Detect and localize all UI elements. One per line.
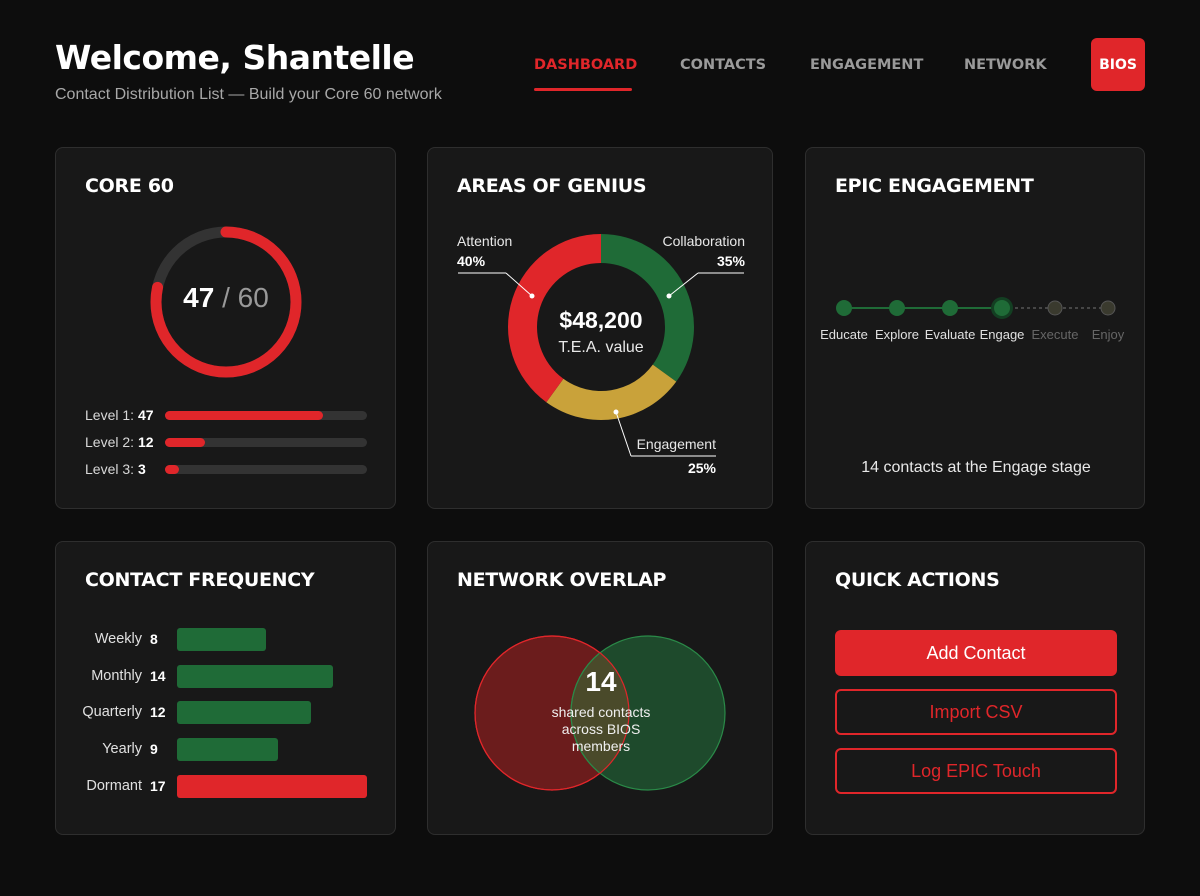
frequency-card: CONTACT FREQUENCY Weekly 8 Monthly 14 Quarte… — [55, 541, 396, 835]
epic-stage-track — [836, 297, 1116, 319]
core60-total: 60 — [237, 282, 269, 313]
attention-leader — [505, 272, 533, 297]
freq-label-monthly: Monthly — [91, 667, 142, 684]
freq-bar-monthly — [177, 664, 334, 688]
level-3-track — [165, 465, 367, 474]
epic-stage-dots — [836, 297, 1116, 319]
core60-card: CORE 60 47 / 60 Level 1: 47 Level 2: 12 … — [55, 147, 396, 509]
engage-leader-dot — [613, 409, 619, 415]
stage-label-explore: Explore — [874, 327, 920, 342]
epic-card: EPIC ENGAGEMENT Educate Explore Evaluate… — [805, 147, 1145, 509]
level-1-track — [165, 411, 367, 420]
bios-button[interactable]: BIOS — [1091, 38, 1145, 91]
page-subtitle: Contact Distribution List — Build your C… — [55, 86, 442, 103]
freq-value-weekly: 8 — [150, 631, 158, 647]
nav-engagement[interactable]: ENGAGEMENT — [810, 57, 924, 73]
stage-label-educate: Educate — [820, 327, 868, 342]
nav-network[interactable]: NETWORK — [964, 57, 1047, 73]
freq-label-weekly: Weekly — [94, 631, 142, 647]
actions-title: QUICK ACTIONS — [835, 569, 1000, 591]
collaboration-pct: 35% — [716, 253, 745, 269]
genius-donut — [508, 234, 694, 420]
level-1-label: Level 1: 47 — [85, 407, 154, 423]
engagement-pct: 25% — [687, 460, 716, 476]
freq-bar-dormant — [177, 774, 367, 798]
freq-value-quarterly: 12 — [150, 704, 166, 721]
overlap-title: NETWORK OVERLAP — [457, 569, 667, 591]
epic-stage-dot-engage — [994, 300, 1010, 316]
level-2-fill — [165, 438, 206, 447]
genius-title: AREAS OF GENIUS — [457, 175, 647, 197]
genius-card: AREAS OF GENIUS $48,200 T.E.A. value Att… — [427, 147, 773, 509]
freq-value-monthly: 14 — [150, 667, 166, 684]
level-1-fill — [165, 411, 324, 420]
engage-leader — [615, 411, 632, 457]
header: Welcome, Shantelle Contact Distribution … — [0, 0, 1200, 130]
frequency-title: CONTACT FREQUENCY — [85, 569, 315, 591]
core60-title: CORE 60 — [85, 175, 174, 197]
collab-leader-dot — [666, 293, 672, 299]
epic-stage-dot-execute — [1047, 300, 1063, 316]
stage-label-engage: Engage — [979, 327, 1025, 342]
core60-separator: / — [222, 282, 230, 313]
epic-stage-dot-evaluate — [942, 300, 958, 316]
genius-center-value: $48,200 — [559, 307, 643, 333]
stage-label-execute: Execute — [1031, 327, 1079, 342]
freq-label-yearly: Yearly — [102, 741, 142, 758]
freq-value-dormant: 17 — [150, 777, 166, 794]
freq-value-yearly: 9 — [150, 741, 158, 758]
level-2-label: Level 2: 12 — [85, 434, 154, 450]
overlap-line-3: members — [571, 738, 631, 754]
welcome-title: Welcome, Shantelle — [55, 38, 415, 77]
freq-bar-yearly — [177, 738, 278, 762]
donut-slice-collaboration — [601, 234, 694, 382]
overlap-card: NETWORK OVERLAP 14 shared contacts acros… — [427, 541, 773, 835]
level-2-track — [165, 438, 367, 447]
epic-stage-dot-explore — [889, 300, 905, 316]
epic-stage-dot-enjoy — [1100, 300, 1116, 316]
venn-diagram — [474, 635, 726, 791]
nav-active-indicator — [534, 88, 632, 91]
freq-label-dormant: Dormant — [86, 777, 142, 794]
attention-pct: 40% — [457, 253, 486, 269]
nav-contacts[interactable]: CONTACTS — [680, 57, 767, 73]
level-3-label: Level 3: 3 — [85, 461, 146, 477]
overlap-count: 14 — [585, 666, 617, 697]
overlap-line-2: across BIOS — [561, 721, 641, 737]
log-epic-touch-button[interactable]: Log EPIC Touch — [835, 748, 1117, 794]
freq-label-quarterly: Quarterly — [82, 704, 142, 721]
level-3-fill — [165, 465, 180, 474]
nav-dashboard[interactable]: DASHBOARD — [534, 57, 638, 73]
overlap-line-1: shared contacts — [551, 704, 651, 720]
venn-left-outline — [474, 635, 630, 791]
attention-leader-dot — [529, 293, 535, 299]
venn-right-outline-inner — [570, 636, 629, 790]
attention-label: Attention — [457, 233, 513, 249]
engagement-label: Engagement — [636, 436, 716, 452]
core60-progress-ring — [150, 226, 302, 378]
epic-summary: 14 contacts at the Engage stage — [861, 459, 1091, 476]
collab-leader — [668, 272, 699, 297]
stage-label-enjoy: Enjoy — [1091, 327, 1125, 342]
freq-bar-weekly — [177, 628, 267, 651]
collaboration-label: Collaboration — [662, 233, 746, 249]
venn-intersection — [571, 636, 629, 790]
donut-slice-engagement — [546, 364, 677, 420]
actions-card: QUICK ACTIONS Add Contact Import CSV Log… — [805, 541, 1145, 835]
epic-title: EPIC ENGAGEMENT — [835, 175, 1034, 197]
freq-bar-quarterly — [177, 701, 312, 725]
core60-ring-fill — [150, 226, 302, 378]
stage-label-evaluate: Evaluate — [924, 327, 976, 342]
core60-current: 47 — [183, 282, 215, 313]
import-csv-button[interactable]: Import CSV — [835, 689, 1117, 735]
core60-count: 47 / 60 — [136, 282, 316, 314]
genius-center-label: T.E.A. value — [558, 339, 644, 356]
donut-slice-attention — [508, 234, 601, 403]
genius-donut-chart — [458, 234, 744, 457]
epic-stage-dot-educate — [836, 300, 852, 316]
add-contact-button[interactable]: Add Contact — [835, 630, 1117, 676]
